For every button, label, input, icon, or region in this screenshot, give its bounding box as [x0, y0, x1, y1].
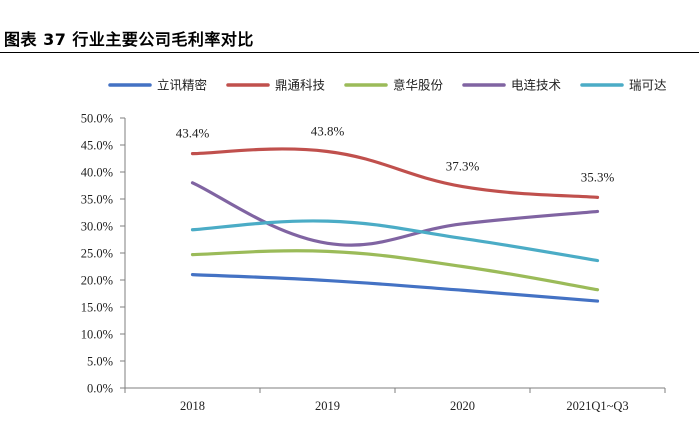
data-label: 37.3%	[446, 159, 480, 174]
y-tick-label: 50.0%	[81, 112, 113, 126]
data-labels: 43.4% 43.8% 37.3% 35.3%	[176, 123, 615, 184]
x-tick-label: 2020	[450, 399, 475, 413]
series-line-1	[190, 147, 600, 199]
legend-label: 电连技术	[511, 78, 562, 93]
series-line-0	[190, 273, 600, 303]
y-tick-label: 0.0%	[87, 382, 113, 396]
legend-item: 鼎通科技	[226, 78, 326, 93]
y-axis: 0.0% 5.0% 10.0% 15.0% 20.0% 25.0% 30.0% 35.0% 40…	[81, 112, 126, 396]
title-divider	[0, 52, 699, 53]
series-layer	[190, 147, 600, 303]
y-tick-label: 10.0%	[81, 328, 113, 342]
y-tick-label: 20.0%	[81, 274, 113, 288]
data-label: 43.4%	[176, 126, 210, 141]
legend-label: 立讯精密	[157, 78, 207, 93]
y-tick-label: 40.0%	[81, 166, 113, 180]
y-tick-label: 15.0%	[81, 301, 113, 315]
y-tick-label: 30.0%	[81, 220, 113, 234]
series-line-2	[190, 249, 600, 292]
legend-label: 鼎通科技	[275, 78, 326, 93]
legend-label: 意华股份	[393, 78, 444, 93]
data-label: 35.3%	[581, 169, 615, 184]
data-label: 43.8%	[311, 123, 345, 138]
x-tick-label: 2019	[315, 399, 340, 413]
series-line-3	[190, 181, 600, 247]
y-tick-label: 45.0%	[81, 139, 113, 153]
series-line-4	[190, 219, 600, 263]
legend-item: 瑞可达	[580, 78, 667, 93]
y-tick-label: 25.0%	[81, 247, 113, 261]
x-axis: 2018 2019 2020 2021Q1~Q3	[124, 387, 666, 413]
x-tick-label: 2021Q1~Q3	[566, 399, 628, 413]
x-tick-label: 2018	[180, 399, 205, 413]
legend-item: 立讯精密	[108, 78, 207, 93]
legend: 立讯精密 鼎通科技 意华股份 电连技术 瑞可达	[108, 78, 667, 93]
figure-title: 图表 37 行业主要公司毛利率对比	[4, 30, 254, 49]
y-tick-label: 5.0%	[87, 355, 113, 369]
legend-item: 电连技术	[462, 78, 562, 93]
legend-item: 意华股份	[344, 78, 444, 93]
y-tick-label: 35.0%	[81, 193, 113, 207]
legend-label: 瑞可达	[629, 78, 667, 93]
